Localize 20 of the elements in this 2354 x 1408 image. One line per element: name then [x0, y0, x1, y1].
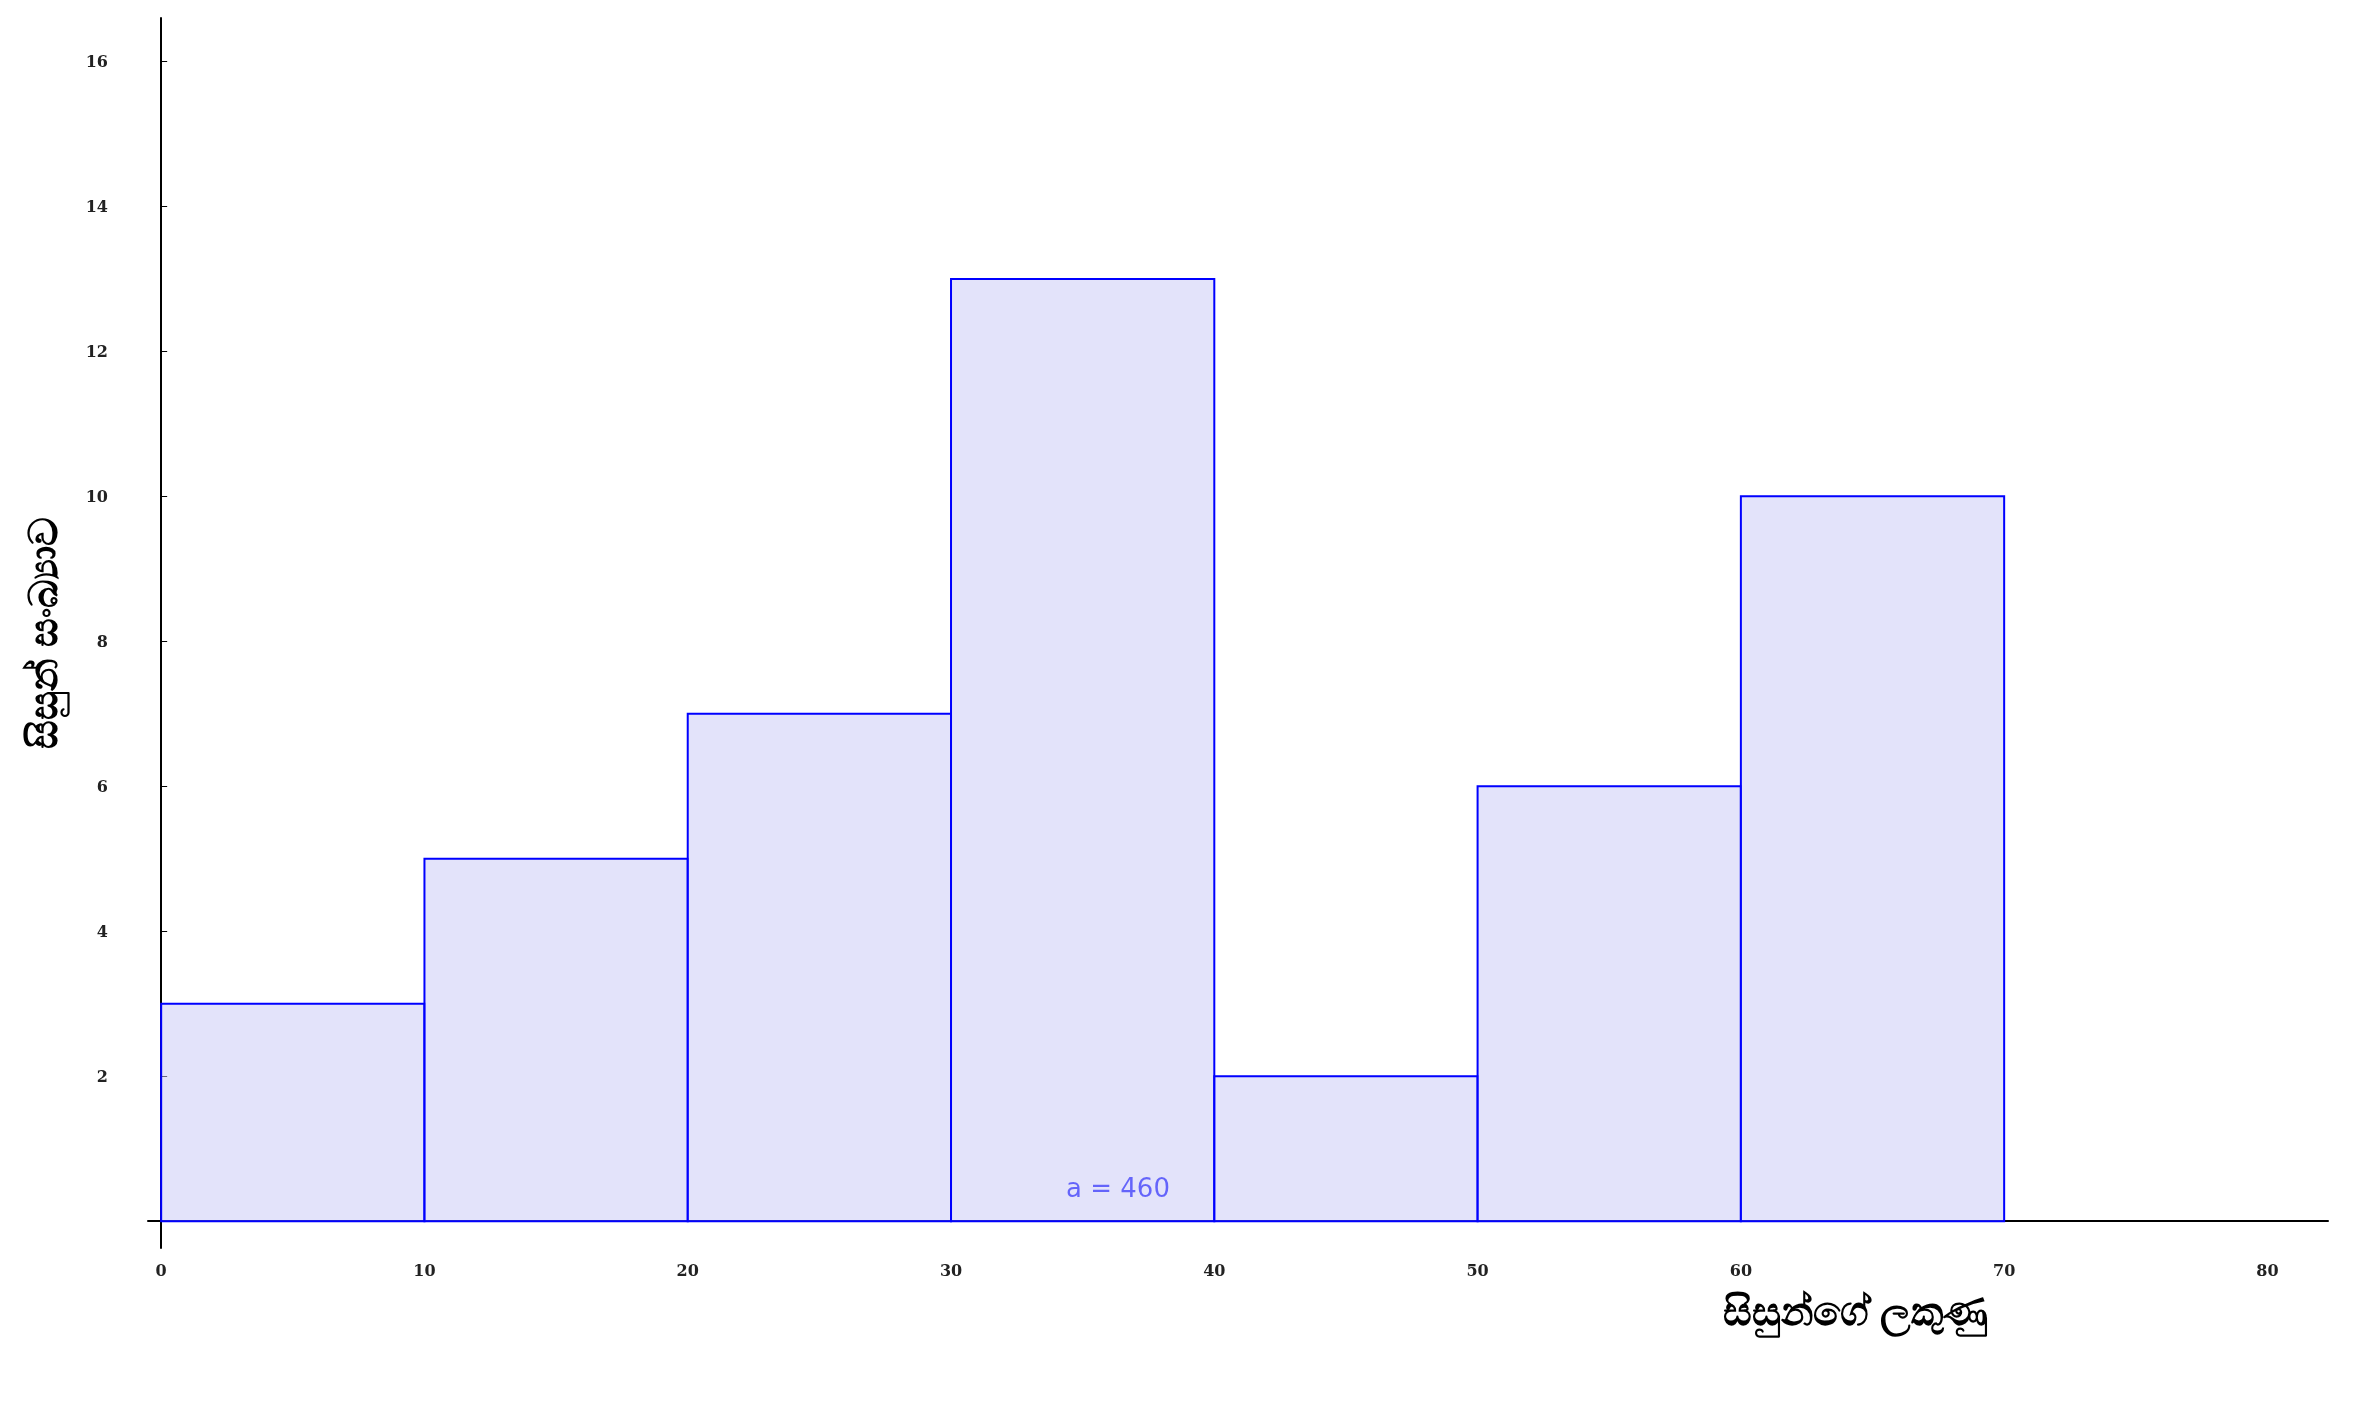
- y-tick-label: 10: [85, 486, 108, 506]
- y-tick-label: 2: [96, 1066, 108, 1086]
- y-axis-title: සිසුන් සංඛ්‍යාව: [21, 517, 70, 749]
- x-tick-label: 40: [1203, 1260, 1226, 1280]
- x-tick-label: 50: [1466, 1260, 1489, 1280]
- x-tick-label: 30: [939, 1260, 963, 1280]
- x-tick-label: 20: [676, 1260, 699, 1280]
- x-tick-label: 70: [1993, 1260, 2016, 1280]
- y-tick-label: 12: [85, 341, 108, 361]
- y-tick-label: 6: [96, 776, 108, 796]
- annotation: a = 460: [1066, 1173, 1170, 1203]
- y-tick-label: 14: [85, 196, 108, 216]
- y-tick-label: 4: [96, 921, 108, 941]
- x-tick-label: 60: [1729, 1260, 1753, 1280]
- x-tick-label: 10: [413, 1260, 436, 1280]
- x-axis-title: සිසුන්ගේ ලකුණු: [1722, 1289, 1988, 1339]
- y-tick-label: 16: [85, 51, 108, 71]
- y-tick-label: 8: [96, 631, 108, 651]
- x-tick-label: 80: [2256, 1260, 2279, 1280]
- x-tick-label: 0: [155, 1260, 167, 1280]
